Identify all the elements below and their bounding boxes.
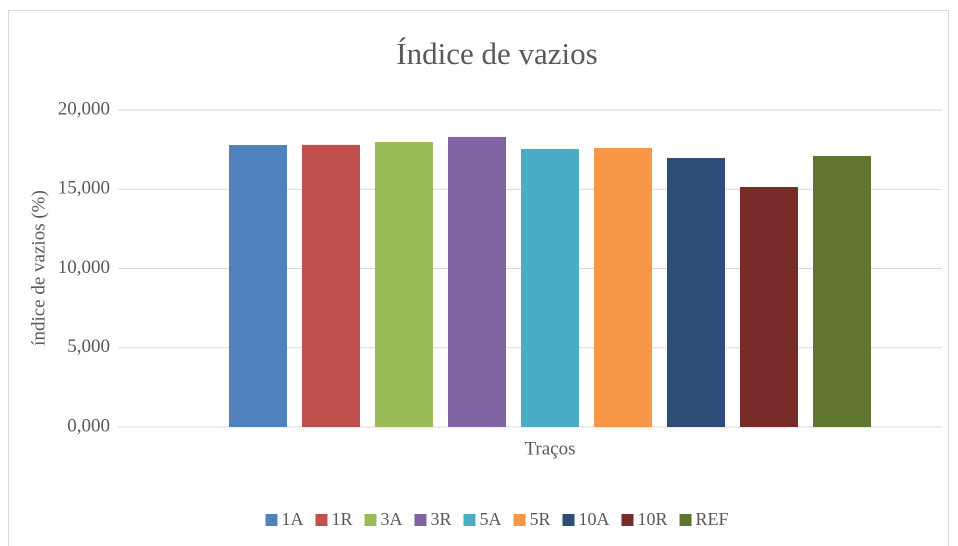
legend-swatch — [621, 514, 634, 526]
legend-label: REF — [696, 509, 729, 529]
chart-title: Índice de vazios — [396, 36, 597, 71]
bar — [813, 155, 871, 427]
legend-swatch — [364, 514, 377, 526]
y-tick-label: 15,000 — [58, 178, 110, 199]
bar — [448, 136, 506, 427]
legend-swatch — [265, 514, 278, 526]
bar — [740, 187, 798, 427]
y-tick-label: 0,000 — [67, 415, 110, 436]
legend-label: 10R — [638, 509, 668, 529]
legend-label: 1R — [331, 509, 352, 529]
bar — [594, 148, 652, 428]
x-tick-label: Traços — [524, 438, 575, 459]
legend-swatch — [562, 514, 575, 526]
legend-label: 3R — [430, 509, 451, 529]
bar — [229, 145, 287, 427]
y-axis-title: índice de vazios (%) — [28, 190, 49, 346]
legend-label: 3A — [380, 509, 402, 529]
bar — [521, 148, 579, 427]
bar — [375, 142, 433, 427]
legend-label: 5A — [479, 509, 501, 529]
bar — [667, 158, 725, 427]
legend-swatch — [679, 514, 692, 526]
legend-swatch — [315, 514, 328, 526]
legend-label: 1A — [281, 509, 303, 529]
y-tick-label: 10,000 — [58, 257, 110, 278]
legend-swatch — [414, 514, 427, 526]
legend-label: 5R — [529, 509, 550, 529]
legend-label: 10A — [579, 509, 610, 529]
legend-swatch — [463, 514, 476, 526]
y-tick-label: 20,000 — [58, 98, 110, 119]
y-tick-label: 5,000 — [67, 336, 110, 357]
legend-swatch — [513, 514, 526, 526]
bar — [302, 144, 360, 427]
